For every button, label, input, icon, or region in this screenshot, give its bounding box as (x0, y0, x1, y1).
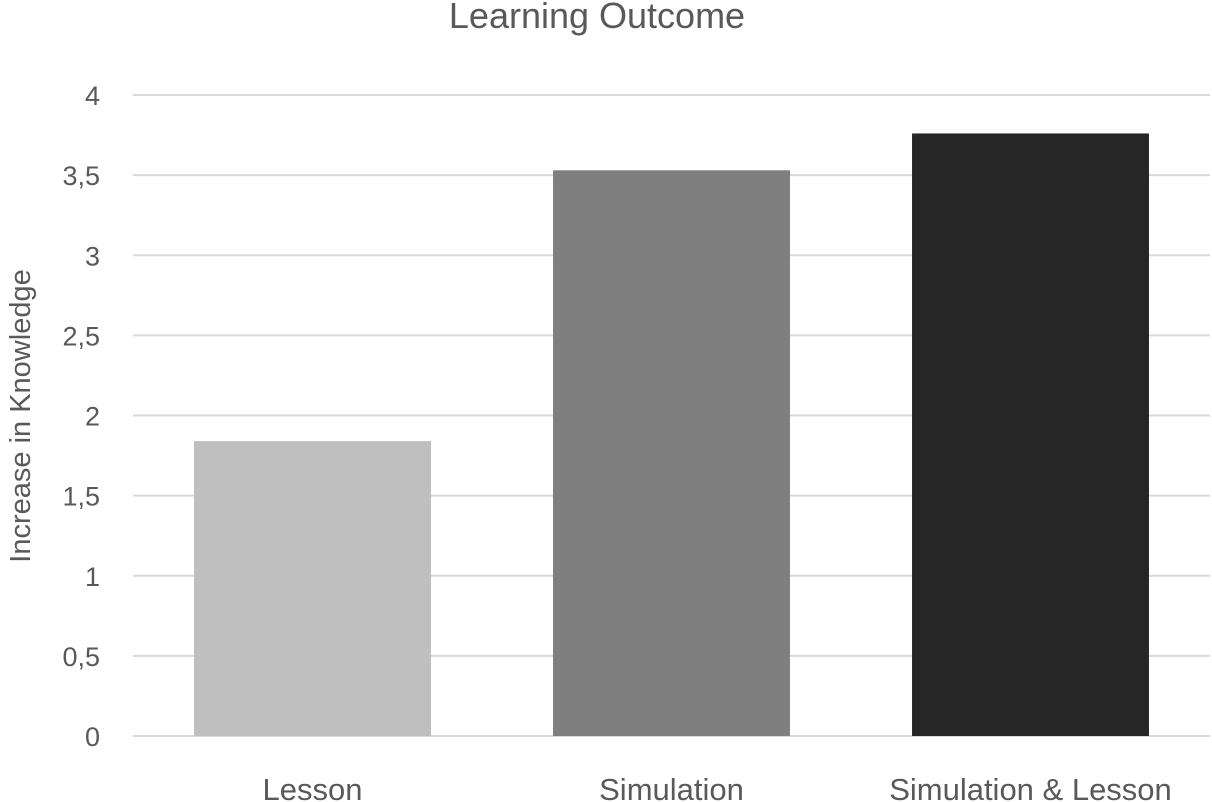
y-tick-label: 0 (85, 722, 100, 752)
x-category-label: Lesson (263, 772, 363, 802)
x-category-label: Simulation (599, 772, 744, 802)
y-tick-label: 4 (85, 81, 100, 111)
bar (194, 441, 431, 736)
chart-title: Learning Outcome (449, 0, 745, 36)
bar (912, 133, 1149, 736)
bar (553, 170, 790, 736)
y-tick-label: 1 (85, 562, 100, 592)
y-tick-label: 1,5 (62, 482, 100, 512)
y-tick-label: 3 (85, 241, 100, 271)
y-axis-title: Increase in Knowledge (5, 269, 37, 562)
y-tick-label: 3,5 (62, 161, 100, 191)
x-category-label: Simulation & Lesson (889, 772, 1172, 802)
y-tick-labels: 0 0,5 1 1,5 2 2,5 3 3,5 4 (62, 81, 100, 752)
y-tick-label: 0,5 (62, 642, 100, 672)
bars (194, 133, 1149, 736)
y-tick-label: 2 (85, 402, 100, 432)
x-category-labels: Lesson Simulation Simulation & Lesson (263, 772, 1172, 802)
y-tick-label: 2,5 (62, 321, 100, 351)
